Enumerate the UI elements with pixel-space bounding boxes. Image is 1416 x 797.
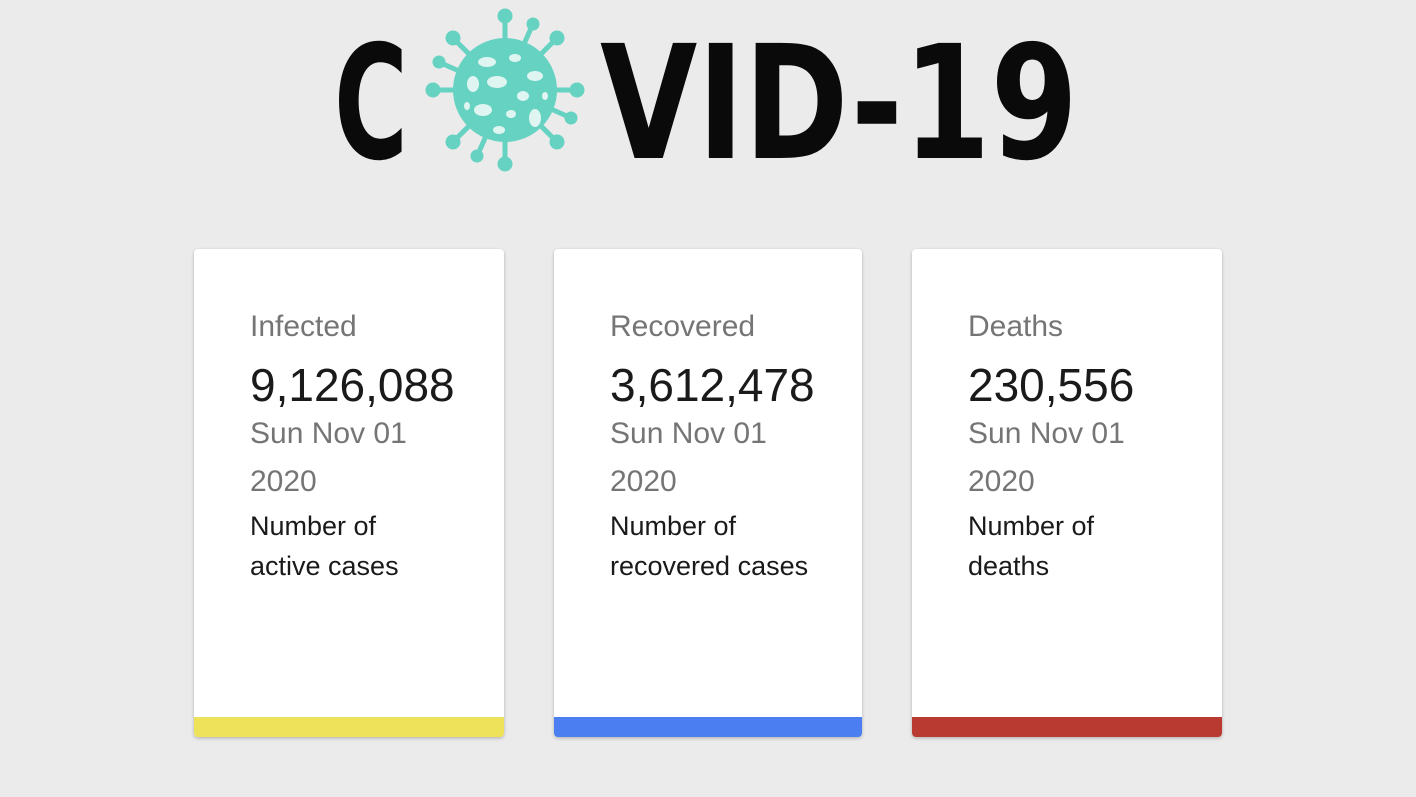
card-title: Recovered xyxy=(610,310,756,343)
covid-19-logo: C xyxy=(334,6,1080,178)
card-value: 3,612,478 xyxy=(610,359,815,411)
card-title: Deaths xyxy=(968,310,1064,343)
card-date: Sun Nov 01 2020 xyxy=(968,417,1125,498)
card-color-bar xyxy=(194,717,504,737)
card-color-bar xyxy=(912,717,1222,737)
virus-icon xyxy=(425,8,585,172)
logo-letter-c: C xyxy=(334,12,408,178)
card-title: Infected xyxy=(250,310,357,343)
card-value: 230,556 xyxy=(968,359,1135,411)
card-date: Sun Nov 01 2020 xyxy=(610,417,767,498)
card-recovered: Recovered 3,612,478 Sun Nov 01 2020 Numb… xyxy=(554,249,862,737)
card-value: 9,126,088 xyxy=(250,359,455,411)
card-date: Sun Nov 01 2020 xyxy=(250,417,407,498)
card-deaths: Deaths 230,556 Sun Nov 01 2020 Number of… xyxy=(912,249,1222,737)
card-color-bar xyxy=(554,717,862,737)
card-infected: Infected 9,126,088 Sun Nov 01 2020 Numbe… xyxy=(194,249,504,737)
logo-text-vid-19: VID-19 xyxy=(600,12,1078,178)
stats-cards: Infected 9,126,088 Sun Nov 01 2020 Numbe… xyxy=(194,249,1222,739)
card-description: Number of deaths xyxy=(968,511,1095,581)
card-description: Number of active cases xyxy=(250,511,399,581)
card-description: Number of recovered cases xyxy=(610,511,809,581)
